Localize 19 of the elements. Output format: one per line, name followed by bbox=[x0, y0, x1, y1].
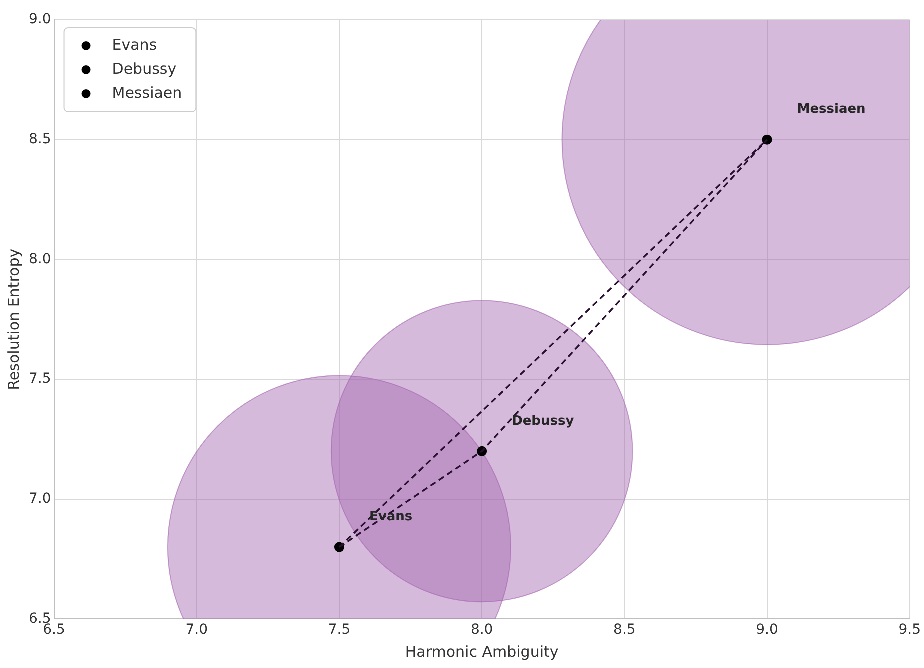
y-tick-label: 9.0 bbox=[29, 12, 52, 28]
x-axis-title: Harmonic Ambiguity bbox=[405, 642, 559, 661]
y-tick-label: 7.0 bbox=[29, 491, 52, 507]
x-tick-label: 9.0 bbox=[756, 622, 778, 638]
x-tick-label: 7.0 bbox=[186, 622, 208, 638]
y-tick-label: 7.5 bbox=[29, 371, 52, 388]
y-tick-label: 8.5 bbox=[29, 131, 52, 148]
legend-label: Debussy bbox=[112, 60, 177, 78]
x-tick-label: 8.0 bbox=[470, 622, 494, 638]
text: Messiaen bbox=[797, 102, 866, 118]
y-axis-title: Resolution Entropy bbox=[4, 248, 23, 390]
x-tick-label: 9.5 bbox=[898, 622, 921, 638]
y-tick-label: 8.0 bbox=[29, 251, 52, 268]
x-tick-label: 7.5 bbox=[328, 622, 351, 638]
text: Debussy bbox=[512, 414, 574, 429]
legend-label: Evans bbox=[112, 36, 158, 54]
x-tick-label: 8.5 bbox=[614, 622, 636, 638]
legend-label: Messiaen bbox=[112, 84, 182, 102]
text: Evans bbox=[369, 510, 413, 525]
